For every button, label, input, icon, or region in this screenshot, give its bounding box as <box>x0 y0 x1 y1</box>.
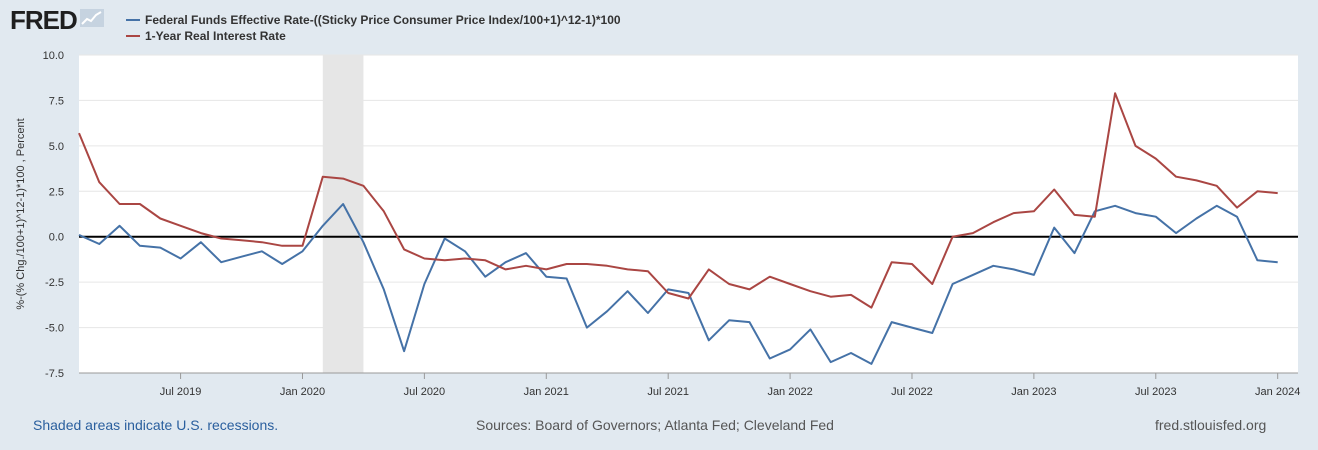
y-tick-label-8: -7.5 <box>45 368 64 380</box>
x-tick-label-3: Jul 2020 <box>404 386 446 398</box>
legend-item-series-1[interactable]: Federal Funds Effective Rate-((Sticky Pr… <box>126 12 621 28</box>
x-tick-label-2: Jan 2020 <box>280 386 325 398</box>
y-tick-label-5: 0.0 <box>49 232 64 244</box>
legend-item-series-2[interactable]: 1-Year Real Interest Rate <box>126 28 621 44</box>
y-tick-label-1: 10.0 <box>43 50 64 62</box>
site-link[interactable]: fred.stlouisfed.org <box>1155 417 1267 433</box>
x-tick-label-9: Jul 2023 <box>1135 386 1177 398</box>
sources-note: Sources: Board of Governors; Atlanta Fed… <box>476 417 834 433</box>
recession-note[interactable]: Shaded areas indicate U.S. recessions. <box>33 417 279 433</box>
chart-header: FRED Federal Funds Effective Rate-((Stic… <box>0 0 1318 50</box>
y-tick-label-2: 7.5 <box>49 95 64 107</box>
chart-legend: Federal Funds Effective Rate-((Sticky Pr… <box>126 12 621 44</box>
fred-logo[interactable]: FRED <box>10 5 104 36</box>
y-tick-label-6: -2.5 <box>45 277 64 289</box>
x-tick-label-5: Jul 2021 <box>647 386 689 398</box>
plot-area <box>79 55 1298 373</box>
x-tick-label-1: Jul 2019 <box>160 386 202 398</box>
x-tick-label-6: Jan 2022 <box>767 386 812 398</box>
line-chart-icon <box>79 9 104 32</box>
line-chart[interactable]: 10.0 7.5 5.0 2.5 0.0 -2.5 -5.0 -7.5 Jul 2019 Jan … <box>0 0 1318 410</box>
x-tick-label-7: Jul 2022 <box>891 386 933 398</box>
x-tick-label-4: Jan 2021 <box>524 386 569 398</box>
legend-label-series-1: Federal Funds Effective Rate-((Sticky Pr… <box>145 13 621 27</box>
x-tick-label-8: Jan 2023 <box>1011 386 1056 398</box>
x-tick-label-10: Jan 2024 <box>1255 386 1300 398</box>
y-tick-label-3: 5.0 <box>49 141 64 153</box>
y-tick-label-7: -5.0 <box>45 323 64 335</box>
series-line-2 <box>78 92 1278 309</box>
y-axis-label: %-(% Chg./100+1)^12-1)*100 , Percent <box>15 118 27 309</box>
legend-swatch-series-2 <box>126 35 140 37</box>
y-tick-label-4: 2.5 <box>49 186 64 198</box>
series-line-1 <box>78 203 1278 365</box>
recession-shade-1 <box>322 55 364 373</box>
legend-label-series-2: 1-Year Real Interest Rate <box>145 29 286 43</box>
fred-logo-text: FRED <box>10 5 78 35</box>
legend-swatch-series-1 <box>126 19 140 21</box>
